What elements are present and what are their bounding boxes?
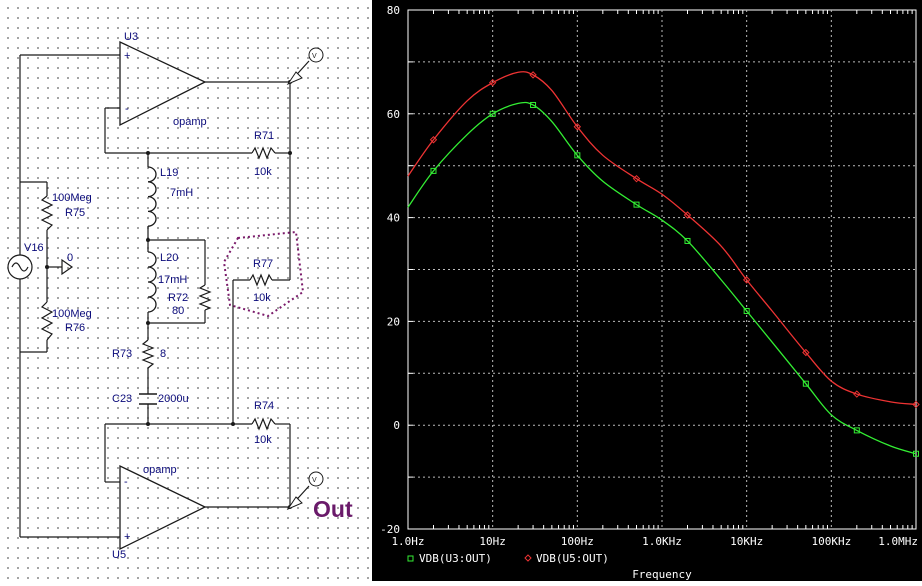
r73-ref: R73 [112, 348, 132, 360]
data-point-1 [683, 211, 692, 219]
y-tick-label: 20 [387, 315, 400, 328]
c23-ref: C23 [112, 393, 132, 405]
legend-layer: VDB(U3:OUT) VDB(U5:OUT) [407, 552, 609, 565]
legend-label-0: VDB(U3:OUT) [419, 552, 492, 565]
l19-value: 7mH [170, 187, 193, 199]
probe-top-icon: V [312, 53, 317, 60]
x-tick-label: 1.0Hz [391, 535, 424, 548]
resistor-r77 [249, 273, 273, 287]
data-point-0 [530, 101, 537, 108]
opamp-u3[interactable]: + - U3 opamp [119, 31, 207, 128]
tick-layer: 1.0Hz 10Hz 100Hz 1.0KHz 10KHz 100KHz 1.0MHz 80 6… [380, 4, 918, 548]
x-tick-label: 10Hz [479, 535, 506, 548]
data-point-0 [802, 380, 809, 387]
opamp-u3-model: opamp [173, 116, 207, 128]
series-layer [407, 71, 920, 457]
y-tick-label: -20 [380, 523, 400, 536]
y-tick-label: 0 [393, 419, 400, 432]
opamp-u5-minus: - [124, 476, 128, 488]
y-tick-label: 40 [387, 212, 400, 225]
resistor-r75 [40, 195, 54, 231]
x-tick-label: 100KHz [811, 535, 851, 548]
opamp-u5-plus: + [124, 531, 130, 543]
x-tick-label: 100Hz [561, 535, 594, 548]
r73-value: 8 [160, 348, 166, 360]
probe-bottom-icon: V [312, 477, 317, 484]
probe-bottom[interactable]: V [286, 471, 324, 511]
data-point-1 [488, 78, 497, 87]
opamp-u5[interactable]: - + U5 opamp [112, 464, 207, 561]
data-point-0 [684, 237, 691, 244]
bode-chart: 1.0Hz 10Hz 100Hz 1.0KHz 10KHz 100KHz 1.0MHz 80 6… [380, 4, 920, 581]
r74-value: 10k [254, 434, 272, 446]
data-point-1 [632, 174, 641, 183]
data-point-1 [802, 348, 810, 357]
r71-ref: R71 [254, 130, 274, 142]
r77-ref: R77 [253, 258, 273, 270]
legend-label-1: VDB(U5:OUT) [536, 552, 609, 565]
r75-value: 100Meg [52, 192, 92, 204]
r72-value: 80 [172, 305, 184, 317]
wires [19, 54, 291, 538]
component-labels: 100Meg R75 100Meg R76 L19 7mH L20 17mH R… [52, 130, 274, 446]
x-tick-label: 10KHz [730, 535, 763, 548]
l20-value: 17mH [158, 274, 187, 286]
inductor-l20 [147, 251, 157, 313]
r75-ref: R75 [65, 207, 85, 219]
l19-ref: L19 [160, 167, 178, 179]
l20-ref: L20 [160, 252, 178, 264]
data-point-0 [574, 152, 581, 159]
ground-node-label: 0 [67, 252, 73, 264]
x-tick-label: 1.0KHz [642, 535, 682, 548]
x-axis-label: Frequency [632, 568, 692, 581]
ground-symbol: 0 [61, 252, 73, 276]
data-point-1 [742, 276, 751, 284]
resistor-r72 [198, 284, 212, 311]
data-point-0 [913, 450, 919, 457]
resistor-r74 [251, 417, 276, 431]
schematic-drawing: + - U3 opamp - + U5 opamp V16 0 [7, 31, 353, 561]
resistor-r73 [141, 339, 155, 369]
inductor-symbols [147, 166, 157, 313]
out-label: Out [313, 496, 353, 522]
data-point-0 [489, 110, 496, 117]
r72-ref: R72 [168, 292, 188, 304]
opamp-u3-minus: - [125, 103, 129, 115]
r77-value: 10k [253, 292, 271, 304]
x-tick-label: 1.0MHz [878, 535, 918, 548]
capacitor-c23 [139, 393, 157, 405]
data-point-1 [573, 123, 582, 131]
data-point-0 [633, 201, 640, 208]
r76-value: 100Meg [52, 308, 92, 320]
legend-marker-0 [407, 555, 414, 562]
y-tick-label: 80 [387, 4, 400, 17]
source-v16-ref: V16 [24, 242, 44, 254]
r74-ref: R74 [254, 400, 274, 412]
c23-value: 2000u [158, 393, 189, 405]
opamp-u3-plus: + [124, 50, 130, 62]
y-tick-label: 60 [387, 108, 400, 121]
legend-marker-1 [524, 554, 532, 562]
data-point-1 [912, 400, 920, 409]
r76-ref: R76 [65, 322, 85, 334]
data-point-1 [853, 390, 861, 398]
source-v16[interactable]: V16 [7, 242, 44, 280]
plot-panel: 1.0Hz 10Hz 100Hz 1.0KHz 10KHz 100KHz 1.0MHz 80 6… [372, 0, 922, 581]
opamp-u3-ref: U3 [124, 31, 138, 43]
opamp-u5-ref: U5 [112, 549, 126, 561]
opamp-u5-model: opamp [143, 464, 177, 476]
r71-value: 10k [254, 166, 272, 178]
data-point-1 [529, 71, 537, 79]
inductor-l19 [147, 166, 157, 227]
resistor-r76 [40, 301, 54, 341]
data-point-1 [429, 136, 438, 144]
r77-highlight [222, 230, 305, 318]
data-point-0 [743, 308, 750, 315]
resistor-r71 [251, 146, 276, 160]
data-point-0 [430, 167, 437, 174]
resistor-symbols [40, 146, 276, 431]
data-point-0 [853, 427, 860, 434]
schematic-panel: + - U3 opamp - + U5 opamp V16 0 [0, 0, 372, 581]
probe-top[interactable]: V [286, 47, 324, 86]
